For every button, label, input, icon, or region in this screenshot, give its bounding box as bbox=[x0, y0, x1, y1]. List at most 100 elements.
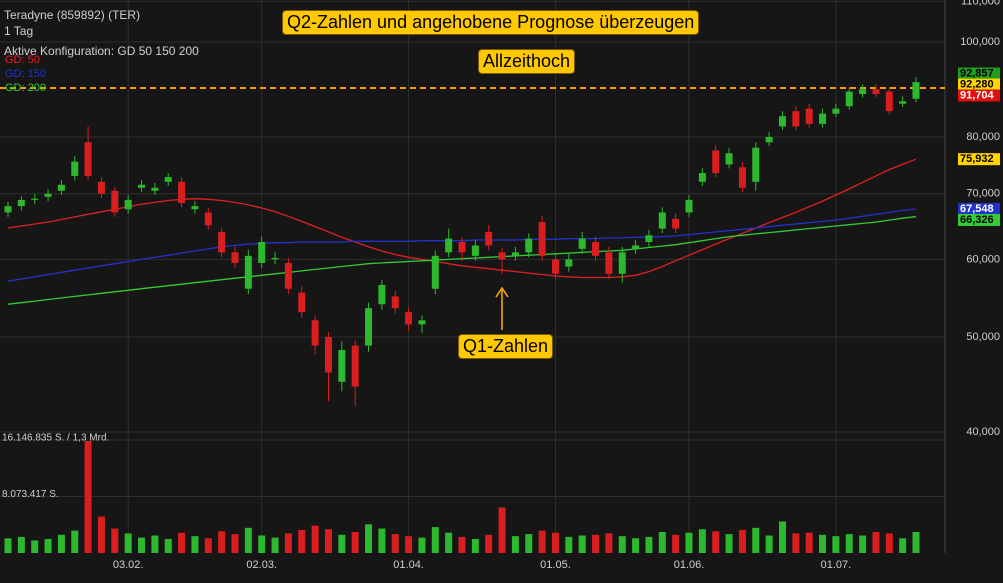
candle-body bbox=[418, 320, 426, 325]
volume-bar bbox=[605, 533, 613, 553]
volume-bar bbox=[431, 527, 439, 553]
candle-body bbox=[431, 255, 439, 289]
volume-bar bbox=[231, 534, 239, 553]
candle-body bbox=[458, 242, 466, 253]
volume-bar bbox=[632, 538, 640, 553]
arrow-head bbox=[495, 286, 509, 298]
candle-body bbox=[885, 91, 893, 112]
candle-body bbox=[324, 336, 332, 373]
volume-bar bbox=[324, 529, 332, 553]
volume-bar bbox=[765, 535, 773, 553]
price-badge bbox=[958, 213, 1000, 226]
legend-entry: GD: 50 bbox=[5, 54, 40, 66]
volume-bar bbox=[97, 516, 105, 553]
volume-bar bbox=[792, 533, 800, 553]
x-tick-label: 01.06. bbox=[674, 559, 705, 571]
y-tick-label: 60,000 bbox=[966, 253, 1000, 265]
candle-body bbox=[752, 147, 760, 182]
candle-body bbox=[645, 235, 653, 243]
volume-bar bbox=[685, 532, 693, 553]
volume-bar bbox=[178, 532, 186, 553]
volume-bar bbox=[164, 539, 172, 553]
candle-body bbox=[485, 231, 493, 246]
volume-bar bbox=[111, 528, 119, 553]
volume-bar bbox=[778, 521, 786, 553]
volume-bar bbox=[57, 534, 65, 553]
volume-tick-label: 16.146.835 S. / 1,3 Mrd. bbox=[2, 433, 109, 444]
price-badge-label: 92,280 bbox=[960, 78, 994, 90]
candle-body bbox=[111, 190, 119, 213]
volume-bar bbox=[752, 527, 760, 553]
volume-bar bbox=[698, 529, 706, 553]
candle-body bbox=[138, 184, 146, 188]
volume-bar bbox=[258, 535, 266, 553]
volume-bar bbox=[618, 536, 626, 553]
candle-body bbox=[712, 150, 720, 174]
volume-bar bbox=[391, 534, 399, 553]
volume-bar bbox=[819, 534, 827, 553]
candle-body bbox=[231, 252, 239, 263]
volume-bar bbox=[645, 536, 653, 553]
candle-body bbox=[44, 193, 52, 197]
volume-bar bbox=[138, 537, 146, 553]
candle-body bbox=[4, 206, 12, 213]
candle-body bbox=[164, 177, 172, 182]
volume-bar bbox=[525, 534, 533, 553]
volume-bar bbox=[725, 534, 733, 553]
volume-bar bbox=[351, 532, 359, 553]
candle-body bbox=[71, 161, 79, 176]
volume-bar bbox=[565, 536, 573, 553]
volume-bar bbox=[124, 533, 132, 553]
candle-body bbox=[778, 116, 786, 127]
candle-body bbox=[445, 238, 453, 253]
price-badge-label: 75,932 bbox=[960, 153, 994, 165]
y-tick-label: 40,000 bbox=[966, 426, 1000, 438]
volume-bar bbox=[284, 533, 292, 553]
volume-bar bbox=[204, 538, 212, 553]
config-label: Aktive Konfiguration: GD 50 150 200 bbox=[4, 44, 199, 58]
candle-body bbox=[271, 257, 279, 260]
x-tick-label: 03.02. bbox=[113, 559, 144, 571]
candle-body bbox=[725, 153, 733, 165]
candle-body bbox=[658, 212, 666, 229]
candle-body bbox=[912, 82, 920, 99]
candle-body bbox=[471, 245, 479, 256]
price-badge-label: 91,704 bbox=[960, 89, 995, 101]
volume-bar bbox=[658, 532, 666, 553]
candle-body bbox=[31, 198, 39, 200]
volume-bar bbox=[71, 530, 79, 553]
candle-body bbox=[578, 238, 586, 249]
candle-body bbox=[284, 262, 292, 289]
candle-body bbox=[792, 111, 800, 127]
price-badge-label: 67,548 bbox=[960, 203, 994, 215]
x-tick-label: 01.04. bbox=[393, 559, 424, 571]
volume-bar bbox=[311, 525, 319, 553]
annotation: Allzeithoch bbox=[478, 49, 576, 74]
y-tick-label: 80,000 bbox=[966, 131, 1000, 143]
volume-bar bbox=[845, 534, 853, 553]
volume-bar bbox=[418, 537, 426, 553]
candle-body bbox=[498, 252, 506, 260]
chart-subtitle: 1 Tag bbox=[4, 24, 34, 38]
candle-body bbox=[97, 181, 105, 194]
volume-bar bbox=[151, 535, 159, 553]
candle-body bbox=[204, 212, 212, 226]
y-tick-label: 100,000 bbox=[960, 36, 1000, 48]
candle-body bbox=[258, 242, 266, 263]
price-badge bbox=[958, 89, 1000, 102]
grid bbox=[0, 0, 946, 553]
volume-bar bbox=[338, 534, 346, 553]
volume-bar bbox=[872, 532, 880, 553]
volume-bar bbox=[378, 528, 386, 553]
volume-bar bbox=[712, 531, 720, 553]
candle-body bbox=[84, 142, 92, 176]
volume-bar bbox=[592, 534, 600, 553]
candle-body bbox=[832, 108, 840, 114]
volume-bar bbox=[218, 531, 226, 553]
candle-body bbox=[311, 320, 319, 346]
candle-body bbox=[525, 238, 533, 253]
candle-body bbox=[351, 345, 359, 387]
volume-bar bbox=[17, 536, 25, 553]
